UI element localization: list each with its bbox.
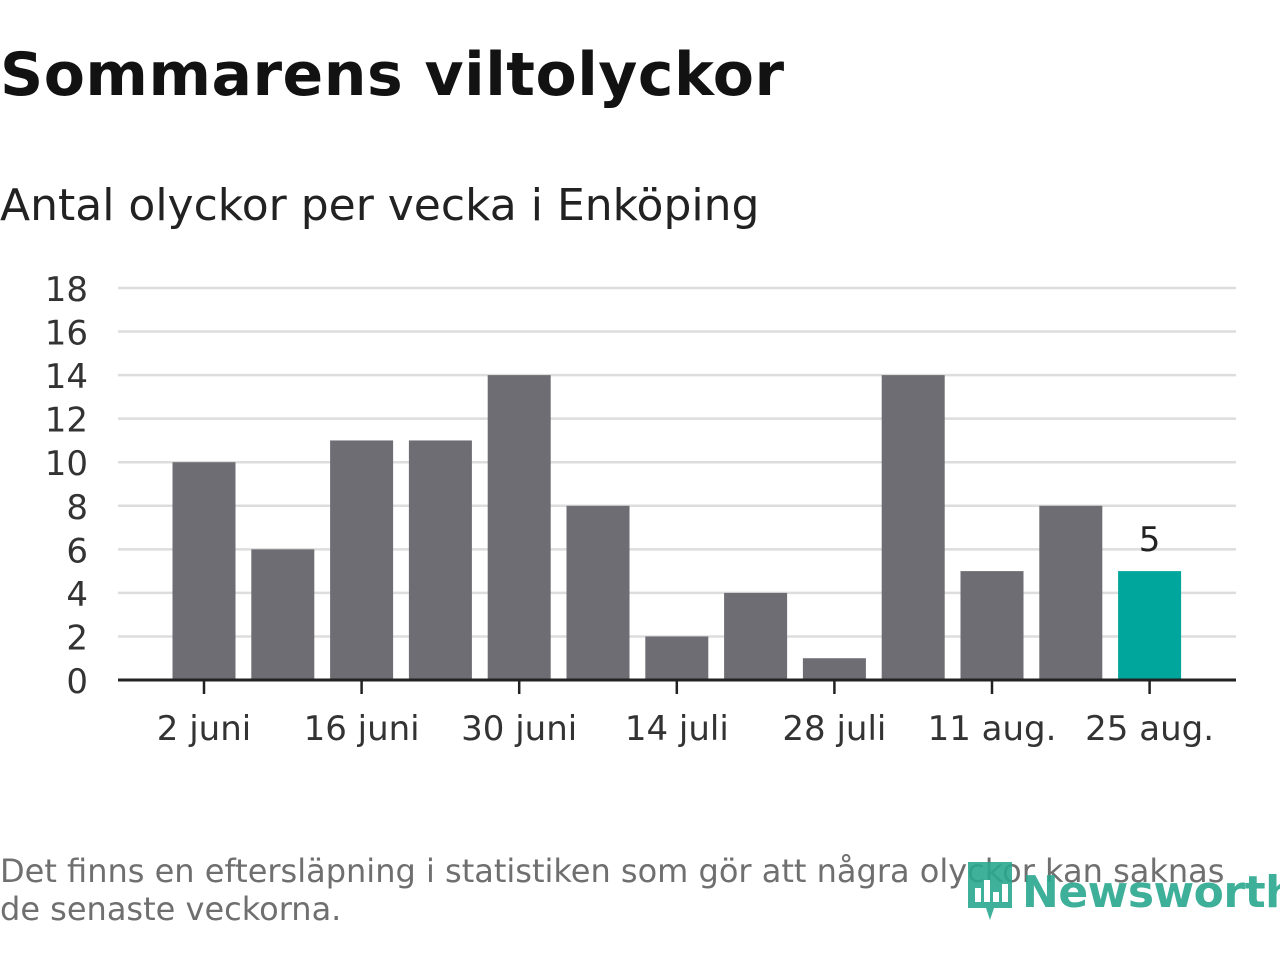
y-tick-label: 4 — [66, 575, 88, 615]
logo-text: Newsworthy — [1022, 866, 1280, 918]
y-tick-label: 8 — [66, 488, 88, 528]
newsworthy-logo: Newsworthy — [964, 858, 1280, 926]
bar — [645, 636, 709, 680]
x-tick-label: 14 juli — [625, 709, 729, 749]
x-tick-label: 2 juni — [157, 709, 251, 749]
y-tick-label: 16 — [45, 314, 88, 354]
footnote: Det finns en eftersläpning i statistiken… — [0, 852, 1225, 928]
x-tick-label: 30 juni — [461, 709, 577, 749]
bar — [802, 658, 866, 680]
bar — [566, 505, 630, 680]
bar — [172, 462, 236, 680]
bar — [487, 375, 551, 680]
x-tick-label: 16 juni — [304, 709, 420, 749]
bar — [408, 440, 472, 680]
chart-title: Sommarens viltolyckor — [0, 40, 785, 110]
y-tick-label: 10 — [45, 444, 88, 484]
bar — [330, 440, 394, 680]
bar-chart-pin-icon — [968, 862, 1012, 920]
bar — [960, 571, 1024, 680]
x-tick-label: 28 juli — [782, 709, 886, 749]
x-tick-label: 11 aug. — [928, 709, 1057, 749]
data-label: 5 — [1139, 520, 1161, 560]
y-tick-label: 2 — [66, 618, 88, 658]
y-tick-label: 18 — [45, 270, 88, 310]
bar — [1039, 505, 1103, 680]
bar — [251, 549, 315, 680]
bar — [1118, 571, 1182, 680]
y-tick-label: 0 — [66, 662, 88, 702]
y-tick-label: 12 — [45, 401, 88, 441]
bar — [881, 375, 945, 680]
y-tick-label: 14 — [45, 357, 88, 397]
y-tick-label: 6 — [66, 531, 88, 571]
x-tick-label: 25 aug. — [1085, 709, 1214, 749]
bar — [724, 592, 788, 680]
chart-subtitle: Antal olyckor per vecka i Enköping — [0, 180, 760, 231]
